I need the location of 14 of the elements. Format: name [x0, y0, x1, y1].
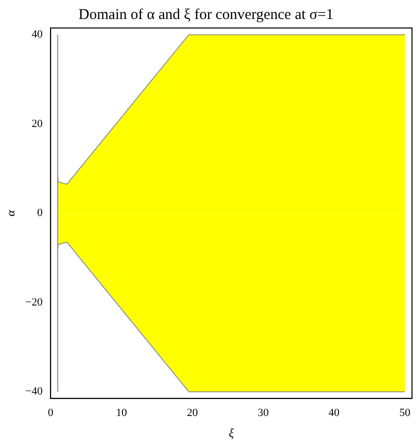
- y-tick-label: 20: [32, 118, 44, 130]
- y-tick-label: 40: [32, 28, 44, 41]
- chart-title: Domain of α and ξ for convergence at σ=1: [78, 6, 334, 23]
- x-tick-label: 30: [258, 406, 270, 419]
- x-tick-label: 50: [399, 406, 411, 419]
- y-tick-label: 0: [37, 207, 44, 220]
- x-tick-label: 40: [328, 406, 340, 419]
- x-tick-label: 20: [186, 406, 198, 419]
- x-axis-title: ξ: [228, 426, 235, 440]
- y-axis-title: α: [3, 209, 18, 216]
- y-tick-label: −40: [25, 386, 44, 398]
- y-tick-label: −20: [25, 296, 44, 308]
- x-tick-label: 10: [116, 406, 128, 419]
- x-tick-label: 0: [48, 406, 54, 419]
